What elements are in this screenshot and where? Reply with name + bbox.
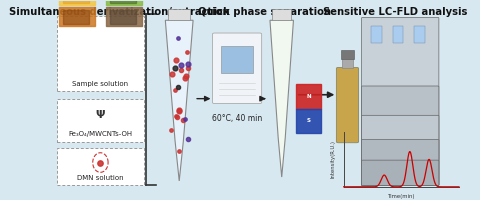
Point (172, 58, 180, 61)
Bar (341, 57, 352, 68)
Bar (63, 0, 88, 3)
Bar (221, 46, 252, 73)
Point (183, 51, 191, 54)
Text: Quick phase separation: Quick phase separation (198, 7, 330, 17)
Bar (110, 10, 135, 24)
FancyBboxPatch shape (57, 16, 144, 91)
Bar (295, 109, 321, 133)
FancyBboxPatch shape (212, 33, 261, 104)
Text: Fe₃O₄/MWCNTs-OH: Fe₃O₄/MWCNTs-OH (68, 131, 132, 137)
Point (173, 115, 181, 118)
Bar (63, 10, 88, 24)
Point (174, 85, 181, 88)
FancyBboxPatch shape (57, 148, 144, 185)
Point (171, 89, 179, 92)
FancyBboxPatch shape (361, 160, 438, 185)
Polygon shape (269, 20, 293, 177)
Bar (272, 9, 290, 20)
Point (180, 76, 188, 79)
Text: Intensity(R.U.): Intensity(R.U.) (330, 140, 335, 178)
Text: Sensitive LC-FLD analysis: Sensitive LC-FLD analysis (322, 7, 466, 17)
Bar (295, 84, 321, 109)
Point (177, 63, 184, 66)
FancyBboxPatch shape (361, 115, 438, 185)
Point (183, 66, 191, 70)
FancyBboxPatch shape (57, 99, 144, 142)
FancyBboxPatch shape (361, 17, 438, 160)
FancyBboxPatch shape (361, 86, 438, 185)
Point (175, 150, 182, 153)
Text: Sample solution: Sample solution (72, 81, 128, 87)
Point (175, 110, 183, 113)
Polygon shape (165, 20, 192, 181)
Bar (340, 50, 353, 59)
Point (96, 161, 104, 164)
Bar (168, 9, 190, 20)
Bar (371, 26, 381, 43)
Text: Time(min): Time(min) (387, 194, 414, 199)
Bar (106, 7, 142, 26)
Text: DMN solution: DMN solution (77, 175, 123, 181)
Point (177, 68, 184, 71)
Point (167, 129, 174, 132)
Point (173, 37, 181, 40)
Text: N: N (305, 94, 310, 99)
Bar (413, 26, 424, 43)
Bar (59, 7, 95, 26)
Point (171, 67, 179, 70)
Point (184, 63, 192, 66)
Point (182, 75, 190, 78)
Point (184, 137, 192, 140)
Point (179, 118, 186, 122)
Bar (59, 0, 95, 5)
Bar (106, 0, 142, 5)
Text: S: S (306, 118, 310, 123)
Bar (392, 26, 403, 43)
Point (175, 109, 182, 112)
FancyBboxPatch shape (361, 139, 438, 185)
Bar (110, 0, 135, 3)
FancyBboxPatch shape (336, 67, 358, 143)
Text: Simultaneous derivatization/extraction: Simultaneous derivatization/extraction (9, 7, 229, 17)
Point (180, 117, 188, 120)
Text: 60°C, 40 min: 60°C, 40 min (212, 114, 262, 123)
Point (172, 114, 180, 117)
Point (168, 72, 176, 75)
Text: Ψ: Ψ (96, 110, 105, 120)
